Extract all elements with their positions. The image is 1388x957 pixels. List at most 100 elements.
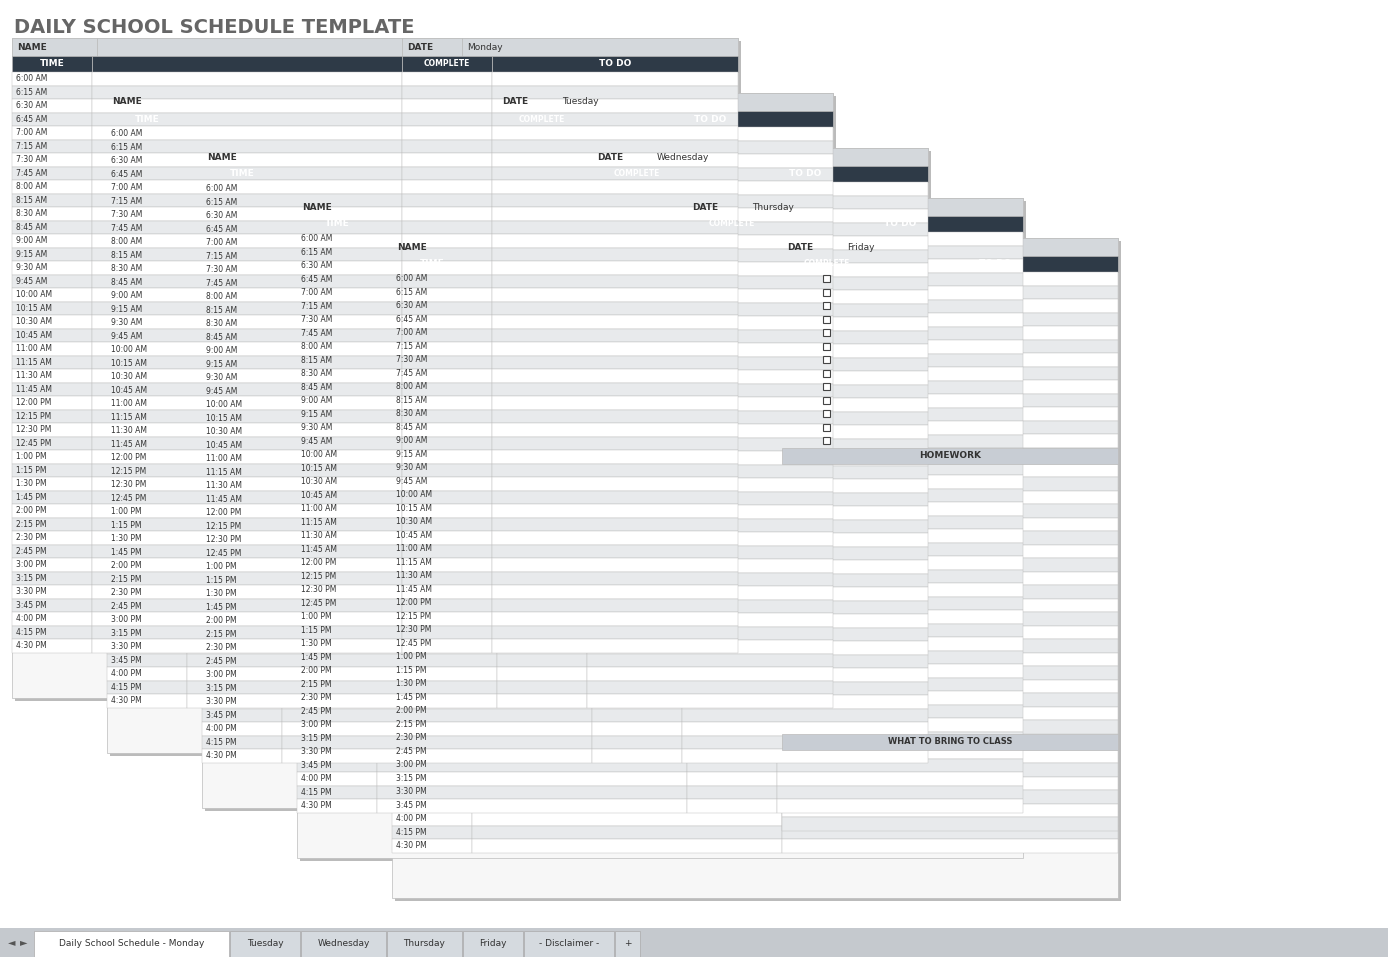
Bar [497,93,557,111]
Text: - Disclaimer -: - Disclaimer - [539,939,600,948]
Bar [781,367,872,380]
Bar [682,236,929,250]
Bar [92,585,403,598]
Bar [92,491,403,504]
Bar [781,758,1117,771]
Text: 3:30 PM: 3:30 PM [301,747,332,756]
Bar [497,667,587,680]
Bar [203,250,282,263]
Bar [587,519,833,532]
Bar [297,300,378,313]
Bar [297,502,378,516]
Bar [491,275,738,288]
Bar [396,241,1122,901]
Bar [12,423,92,436]
Bar [777,394,1023,408]
Bar [497,599,587,613]
Bar [378,624,687,637]
Bar [593,695,682,708]
Bar [587,572,833,586]
Bar [297,367,378,381]
Bar [781,612,1117,626]
Bar [593,398,682,412]
Text: 1:30 PM: 1:30 PM [396,679,426,688]
Text: 9:00 AM: 9:00 AM [205,346,237,355]
Bar [682,708,929,722]
Bar [593,520,682,533]
Text: 11:00 AM: 11:00 AM [396,545,432,553]
Bar [403,491,491,504]
Bar [403,261,491,275]
Bar [472,299,781,313]
Bar [472,393,781,407]
Bar [777,461,1023,475]
Bar [781,434,872,448]
Text: 8:45 AM: 8:45 AM [17,223,47,232]
Bar [391,623,472,636]
Bar [682,655,929,668]
Bar [491,491,738,504]
Bar [497,276,587,289]
Bar [872,434,1117,448]
Bar [593,533,682,546]
Bar [391,501,472,515]
Text: 6:45 AM: 6:45 AM [396,315,428,323]
Bar [378,286,687,300]
Text: 2:15 PM: 2:15 PM [396,720,426,728]
Text: 3:30 PM: 3:30 PM [17,588,47,596]
Bar [472,285,781,299]
Text: DATE: DATE [502,98,527,106]
Bar [682,641,929,655]
Text: NAME: NAME [303,203,332,211]
Text: 1:15 PM: 1:15 PM [301,626,332,634]
Bar [12,56,92,72]
Bar [587,316,833,329]
Bar [687,678,777,691]
Bar [92,342,403,355]
Bar [472,771,781,785]
Bar [593,506,682,520]
Bar [203,290,282,303]
Bar [687,448,777,461]
Bar [282,398,593,412]
Bar [297,434,378,448]
Text: 4:00 PM: 4:00 PM [301,774,332,783]
Bar [682,303,929,317]
Text: 2:00 PM: 2:00 PM [111,561,142,570]
Bar [687,434,777,448]
Text: 9:00 AM: 9:00 AM [396,436,428,445]
Text: NAME: NAME [397,242,426,252]
Bar [297,326,378,340]
Bar [687,569,777,583]
Bar [203,195,282,209]
Bar [777,340,1023,353]
Bar [403,545,491,558]
Bar [403,153,491,167]
Bar [92,167,403,180]
Bar [587,654,833,667]
Bar [781,272,872,285]
Bar [491,193,738,207]
Bar [593,166,682,182]
Text: 7:15 AM: 7:15 AM [205,252,237,260]
Text: 8:45 AM: 8:45 AM [396,423,428,432]
Bar [781,518,1117,531]
Bar [491,355,738,369]
Bar [92,383,403,396]
Bar [92,463,403,477]
Bar [297,745,378,759]
Text: Friday: Friday [479,939,507,948]
Text: 1:30 PM: 1:30 PM [301,639,332,648]
Bar [777,326,1023,340]
Bar [107,627,187,640]
Bar [107,316,187,329]
Bar [282,195,593,209]
Bar [777,434,1023,448]
Bar [497,397,587,411]
Bar [872,420,1117,434]
Bar [92,126,403,140]
Text: 10:45 AM: 10:45 AM [17,331,53,340]
Bar [203,303,282,317]
Bar [872,393,1117,407]
Bar [12,477,92,491]
